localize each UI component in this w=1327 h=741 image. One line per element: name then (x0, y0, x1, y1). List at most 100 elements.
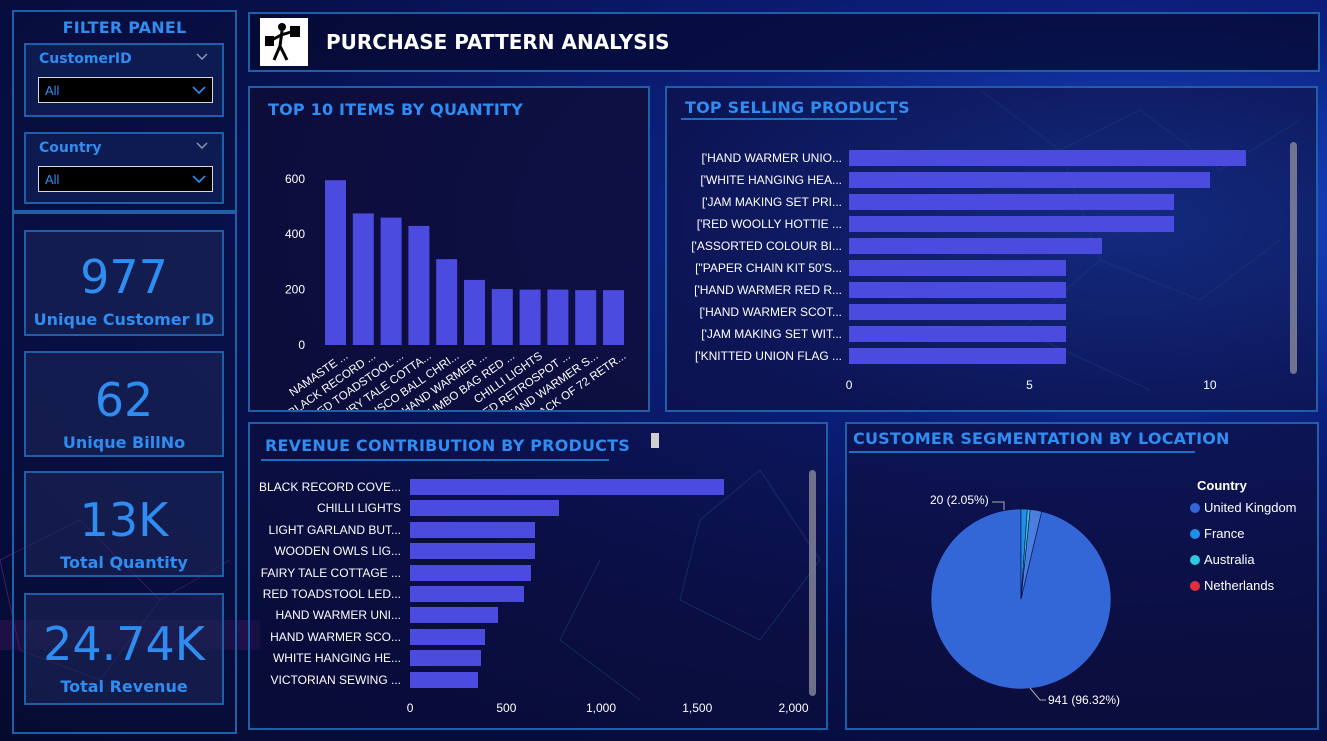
bar[interactable] (410, 500, 560, 517)
bar-label: HAND WARMER SCO... (270, 629, 401, 644)
bar[interactable] (849, 150, 1246, 166)
legend-label: France (1204, 526, 1245, 541)
bar[interactable] (410, 564, 532, 581)
y-tick-label: 200 (285, 283, 305, 297)
kpi-label: Total Quantity (60, 553, 188, 572)
bar[interactable] (436, 259, 458, 345)
page-title: PURCHASE PATTERN ANALYSIS (326, 30, 670, 54)
bar-label: ['JAM MAKING SET WIT... (701, 327, 842, 341)
bar-label: BLACK RECORD COVE... (258, 480, 401, 494)
chevron-down-icon (192, 86, 206, 95)
bar[interactable] (849, 216, 1174, 232)
bar[interactable] (849, 304, 1066, 320)
chevron-down-icon (192, 175, 206, 184)
shopping-icon (260, 18, 308, 66)
slicer-country-label: Country (39, 140, 102, 156)
bar-label: RED TOADSTOOL LED... (262, 587, 401, 601)
legend-swatch (1190, 581, 1200, 591)
bar-label: ['RED WOOLLY HOTTIE ... (696, 217, 842, 231)
legend-item[interactable]: Netherlands (1190, 578, 1274, 593)
x-tick-label: 500 (496, 701, 517, 715)
bar[interactable] (849, 260, 1066, 276)
country-dropdown[interactable]: All (38, 166, 213, 192)
kpi-value: 13K (79, 493, 169, 547)
bar[interactable] (464, 279, 485, 345)
bar[interactable] (325, 180, 346, 345)
bar[interactable] (575, 290, 597, 345)
bar[interactable] (603, 290, 624, 345)
leader-line (992, 501, 1005, 510)
bar[interactable] (547, 289, 569, 345)
filter-panel-title: FILTER PANEL (62, 18, 187, 37)
legend-item[interactable]: United Kingdom (1190, 500, 1297, 515)
bar[interactable] (491, 289, 513, 345)
bar[interactable] (519, 289, 541, 345)
revenue-chart-panel (248, 422, 828, 730)
bar[interactable] (849, 326, 1066, 342)
y-tick-label: 600 (285, 172, 305, 186)
bar[interactable] (410, 586, 524, 602)
bar-label: ['WHITE HANGING HEA... (700, 173, 842, 187)
bar[interactable] (410, 543, 536, 560)
bar[interactable] (849, 238, 1102, 254)
legend-swatch (1190, 555, 1200, 565)
x-tick-label: 0 (406, 701, 414, 715)
legend-swatch (1190, 529, 1200, 539)
pie-slice[interactable] (1020, 509, 1043, 600)
bar-label: HAND WARMER UNI... (275, 608, 401, 623)
chevron-down-icon[interactable] (196, 53, 208, 61)
bar[interactable] (410, 607, 498, 624)
bar[interactable] (410, 479, 724, 495)
topselling-scrollbar[interactable] (1290, 142, 1297, 374)
bar[interactable] (410, 671, 479, 688)
bar[interactable] (380, 217, 402, 345)
y-tick-label: 400 (285, 227, 305, 241)
bar-label: WHITE HANGING HE... (272, 651, 401, 666)
leader-line (1029, 687, 1046, 701)
topselling-title-underline (681, 118, 897, 120)
bar[interactable] (410, 521, 536, 538)
legend-item[interactable]: Australia (1190, 552, 1255, 567)
country-dropdown-value: All (45, 172, 60, 187)
legend-swatch (1190, 503, 1200, 513)
legend-label: United Kingdom (1204, 500, 1297, 515)
customerid-dropdown[interactable]: All (38, 77, 213, 103)
y-tick-label: 0 (298, 338, 305, 352)
legend-title: Country (1197, 478, 1247, 493)
x-tick-label: 0 (845, 378, 853, 392)
bar[interactable] (849, 194, 1174, 210)
x-tick-label: 5 (1026, 378, 1033, 392)
bar[interactable] (410, 628, 486, 645)
segmentation-chart-title: CUSTOMER SEGMENTATION BY LOCATION (853, 429, 1230, 448)
bar[interactable] (849, 282, 1066, 298)
revenue-scrollbar[interactable] (809, 470, 816, 696)
revenue-chart-title: REVENUE CONTRIBUTION BY PRODUCTS (265, 436, 630, 455)
kpi-label: Unique BillNo (62, 433, 186, 452)
kpi-label: Total Revenue (60, 677, 188, 696)
customerid-dropdown-value: All (45, 83, 60, 98)
legend-label: Australia (1204, 552, 1255, 567)
bar-label: ['HAND WARMER RED R... (694, 283, 842, 297)
header-bar (248, 12, 1320, 72)
bar[interactable] (849, 348, 1066, 364)
bar-label: ["PAPER CHAIN KIT 50'S... (695, 261, 842, 275)
bar-label: ['HAND WARMER UNIO... (701, 151, 842, 165)
x-tick-label: 2,000 (778, 701, 809, 715)
bar-label: ['KNITTED UNION FLAG ... (695, 349, 842, 363)
kpi-total-revenue: 24.74K Total Revenue (24, 593, 224, 705)
segmentation-title-underline (849, 451, 1195, 453)
pie-data-label: 941 (96.32%) (1048, 693, 1120, 707)
kpi-value: 62 (94, 373, 154, 427)
legend-item[interactable]: France (1190, 526, 1244, 541)
bar[interactable] (410, 650, 482, 667)
bar-label: CHILLI LIGHTS (316, 501, 401, 516)
top10-chart-panel (248, 86, 650, 412)
topselling-chart-title: TOP SELLING PRODUCTS (685, 98, 910, 117)
bar[interactable] (352, 213, 374, 345)
bar[interactable] (408, 225, 430, 345)
x-tick-label: 1,000 (586, 701, 617, 715)
chevron-down-icon[interactable] (196, 142, 208, 150)
bar[interactable] (849, 172, 1210, 188)
kpi-value: 24.74K (43, 617, 205, 671)
visual-focus-handle[interactable] (651, 433, 659, 448)
